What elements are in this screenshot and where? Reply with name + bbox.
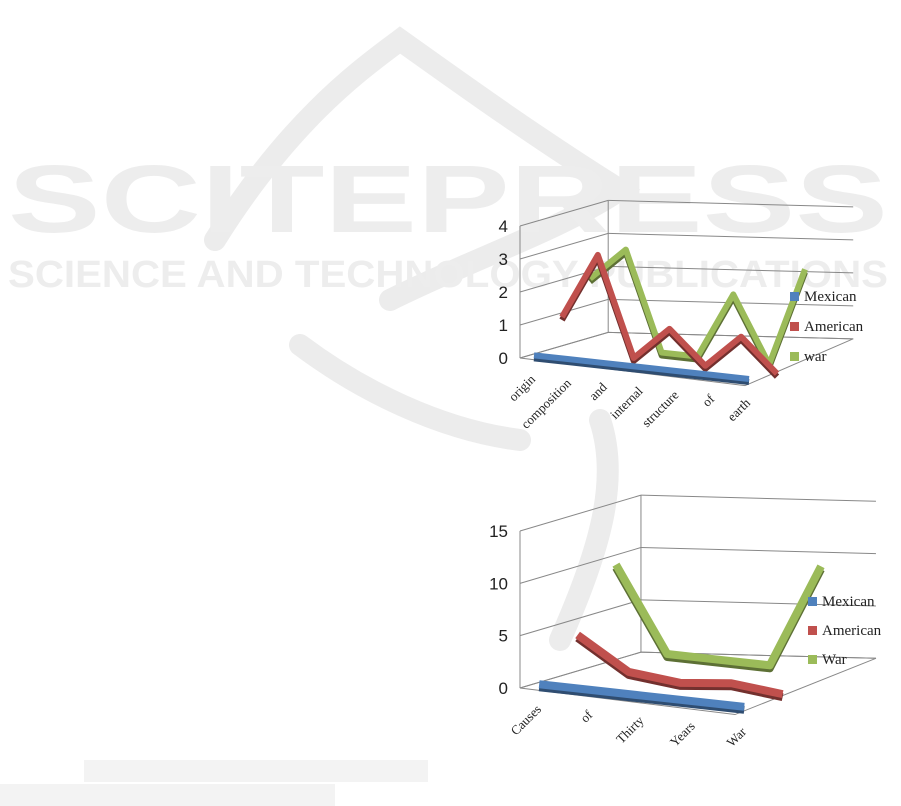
series-american-line: [575, 631, 784, 702]
series-ribbon: [612, 562, 825, 670]
legend-swatch-mexican: [808, 597, 817, 606]
x-tick-label: internal: [607, 383, 646, 422]
x-tick-label: earth: [724, 395, 753, 424]
x-tick-label: Thirty: [613, 712, 647, 746]
y-tick-label: 4: [499, 217, 508, 236]
chart-thirty-years-war: 0 5 10 15 Causes of Thirty Years War Mexican Ameri…: [489, 494, 882, 750]
grid-diagonal-1: [519, 599, 642, 637]
y-tick-label: 15: [489, 522, 508, 541]
gridline-3: [608, 232, 854, 241]
y-tick-label: 5: [499, 627, 508, 646]
series-mexican-line: [533, 352, 750, 385]
legend-swatch-war: [790, 352, 799, 361]
x-tick-label: War: [723, 724, 749, 750]
watermark-book-logo: [204, 26, 641, 651]
gridline-1: [640, 599, 876, 607]
x-tick-label: Years: [667, 718, 698, 749]
legend-swatch-war: [808, 655, 817, 664]
legend-label-war: war: [804, 349, 827, 365]
x-tick-label: of: [577, 707, 596, 726]
watermark-line-2: SCIENCE AND TECHNOLOGY PUBLICATIONS: [8, 254, 888, 296]
legend-swatch-mexican: [790, 292, 799, 301]
series-american-line: [559, 251, 780, 379]
y-tick-label: 1: [499, 316, 508, 335]
gridline-2: [640, 546, 876, 555]
y-tick-label: 3: [499, 250, 508, 269]
y-tick-label: 2: [499, 283, 508, 302]
y-tick-label: 0: [499, 349, 508, 368]
watermark-line-1: SCITEPRESS: [8, 146, 888, 253]
grid-diagonal-3: [519, 232, 609, 260]
floor-plane: [519, 651, 877, 716]
gridline-3: [640, 494, 876, 502]
publisher-watermark: SCITEPRESS SCIENCE AND TECHNOLOGY PUBLIC…: [8, 26, 888, 651]
y-tick-label: 0: [499, 679, 508, 698]
x-tick-label: Causes: [507, 702, 544, 739]
x-tick-label: and: [586, 379, 610, 403]
legend-label-american: American: [804, 319, 864, 335]
x-tick-label: origin: [506, 371, 539, 404]
series-war-line: [612, 562, 825, 673]
x-tick-label: of: [699, 391, 718, 410]
legend-label-war: War: [822, 652, 847, 668]
footer-redaction-bar: [84, 760, 428, 782]
legend-swatch-american: [790, 322, 799, 331]
legend-swatch-american: [808, 626, 817, 635]
legend-label-american: American: [822, 623, 882, 639]
gridline-2: [608, 265, 854, 274]
footer-redaction-bar-lower: [0, 784, 335, 806]
gridline-4: [608, 199, 854, 208]
grid-diagonal-2: [519, 547, 642, 584]
grid-diagonal-3: [519, 494, 642, 532]
legend-label-mexican: Mexican: [804, 289, 857, 305]
grid-diagonal-4: [519, 199, 609, 227]
y-tick-label: 10: [489, 574, 508, 593]
legend-label-mexican: Mexican: [822, 594, 875, 610]
series-mexican-line: [538, 680, 745, 714]
floor-plane: [519, 331, 854, 387]
